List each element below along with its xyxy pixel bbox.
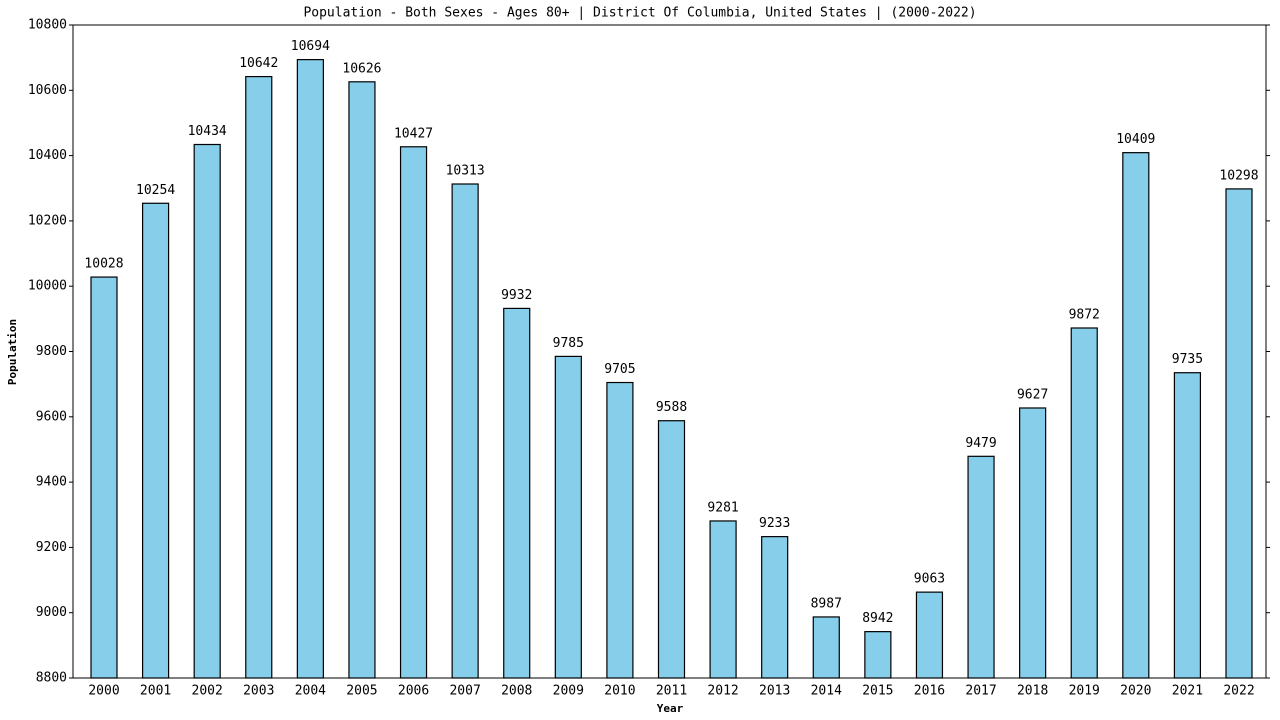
data-label: 10409 (1116, 132, 1155, 147)
x-tick-label: 2006 (398, 684, 429, 699)
x-tick-label: 2002 (192, 684, 223, 699)
x-tick-label: 2021 (1172, 684, 1203, 699)
bar (1225, 188, 1253, 679)
data-label: 10427 (394, 126, 433, 141)
y-tick-label: 10200 (28, 213, 67, 228)
x-tick-label: 2022 (1223, 684, 1254, 699)
data-label: 8942 (862, 611, 893, 626)
x-axis-label: Year (657, 702, 684, 715)
bar (967, 455, 995, 679)
y-tick-label: 10000 (28, 279, 67, 294)
data-label: 10626 (342, 61, 381, 76)
data-label: 9588 (656, 400, 687, 415)
data-label: 10313 (446, 164, 485, 179)
y-tick-label: 8800 (36, 671, 67, 686)
x-tick-label: 2018 (1017, 684, 1048, 699)
bar (915, 591, 944, 679)
x-tick-label: 2012 (707, 684, 738, 699)
bar (864, 631, 892, 679)
x-tick-label: 2008 (501, 684, 532, 699)
bar (141, 202, 170, 679)
y-tick-label: 9600 (36, 409, 67, 424)
x-tick-label: 2013 (759, 684, 790, 699)
bar (245, 75, 273, 679)
data-label: 9063 (914, 572, 945, 587)
bar (90, 276, 118, 679)
x-tick-label: 2001 (140, 684, 171, 699)
y-tick-label: 9800 (36, 344, 67, 359)
bar (761, 536, 789, 679)
x-tick-label: 2005 (346, 684, 377, 699)
y-tick-label: 9200 (36, 540, 67, 555)
x-tick-label: 2015 (862, 684, 893, 699)
x-tick-label: 2000 (88, 684, 119, 699)
data-label: 9872 (1069, 307, 1100, 322)
bar (1173, 372, 1202, 679)
bar (1019, 407, 1047, 679)
bar (348, 81, 376, 679)
data-label: 9479 (965, 436, 996, 451)
x-tick-label: 2011 (656, 684, 687, 699)
bar (1070, 327, 1098, 679)
bar (193, 143, 221, 679)
x-tick-label: 2014 (811, 684, 842, 699)
x-tick-label: 2003 (243, 684, 274, 699)
bar (399, 146, 428, 679)
y-tick-label: 10800 (28, 18, 67, 33)
bar (296, 59, 324, 679)
data-label: 9627 (1017, 387, 1048, 402)
data-label: 10642 (239, 56, 278, 71)
x-tick-label: 2009 (553, 684, 584, 699)
data-label: 9281 (707, 500, 738, 515)
bar (554, 355, 582, 679)
data-label: 9705 (604, 362, 635, 377)
data-label: 9735 (1172, 352, 1203, 367)
chart-title: Population - Both Sexes - Ages 80+ | Dis… (303, 6, 976, 21)
bar (1122, 152, 1150, 679)
data-label: 10694 (291, 39, 330, 54)
data-label: 10434 (188, 124, 227, 139)
x-tick-label: 2016 (914, 684, 945, 699)
bar (812, 616, 840, 679)
y-axis-label: Population (6, 319, 19, 385)
bar (503, 307, 531, 679)
x-tick-label: 2004 (295, 684, 326, 699)
x-tick-label: 2017 (965, 684, 996, 699)
data-label: 9785 (553, 336, 584, 351)
bar (657, 420, 686, 679)
bar (606, 381, 634, 679)
y-tick-label: 9000 (36, 605, 67, 620)
y-tick-label: 9400 (36, 475, 67, 490)
data-label: 9233 (759, 516, 790, 531)
data-label: 9932 (501, 288, 532, 303)
y-tick-label: 10600 (28, 83, 67, 98)
bar (451, 183, 479, 679)
data-label: 10028 (84, 257, 123, 272)
data-label: 10254 (136, 183, 175, 198)
x-tick-label: 2010 (604, 684, 635, 699)
y-tick-label: 10400 (28, 148, 67, 163)
data-label: 8987 (811, 596, 842, 611)
data-label: 10298 (1219, 168, 1258, 183)
x-tick-label: 2020 (1120, 684, 1151, 699)
x-tick-label: 2019 (1069, 684, 1100, 699)
bar (709, 520, 737, 679)
x-tick-label: 2007 (449, 684, 480, 699)
